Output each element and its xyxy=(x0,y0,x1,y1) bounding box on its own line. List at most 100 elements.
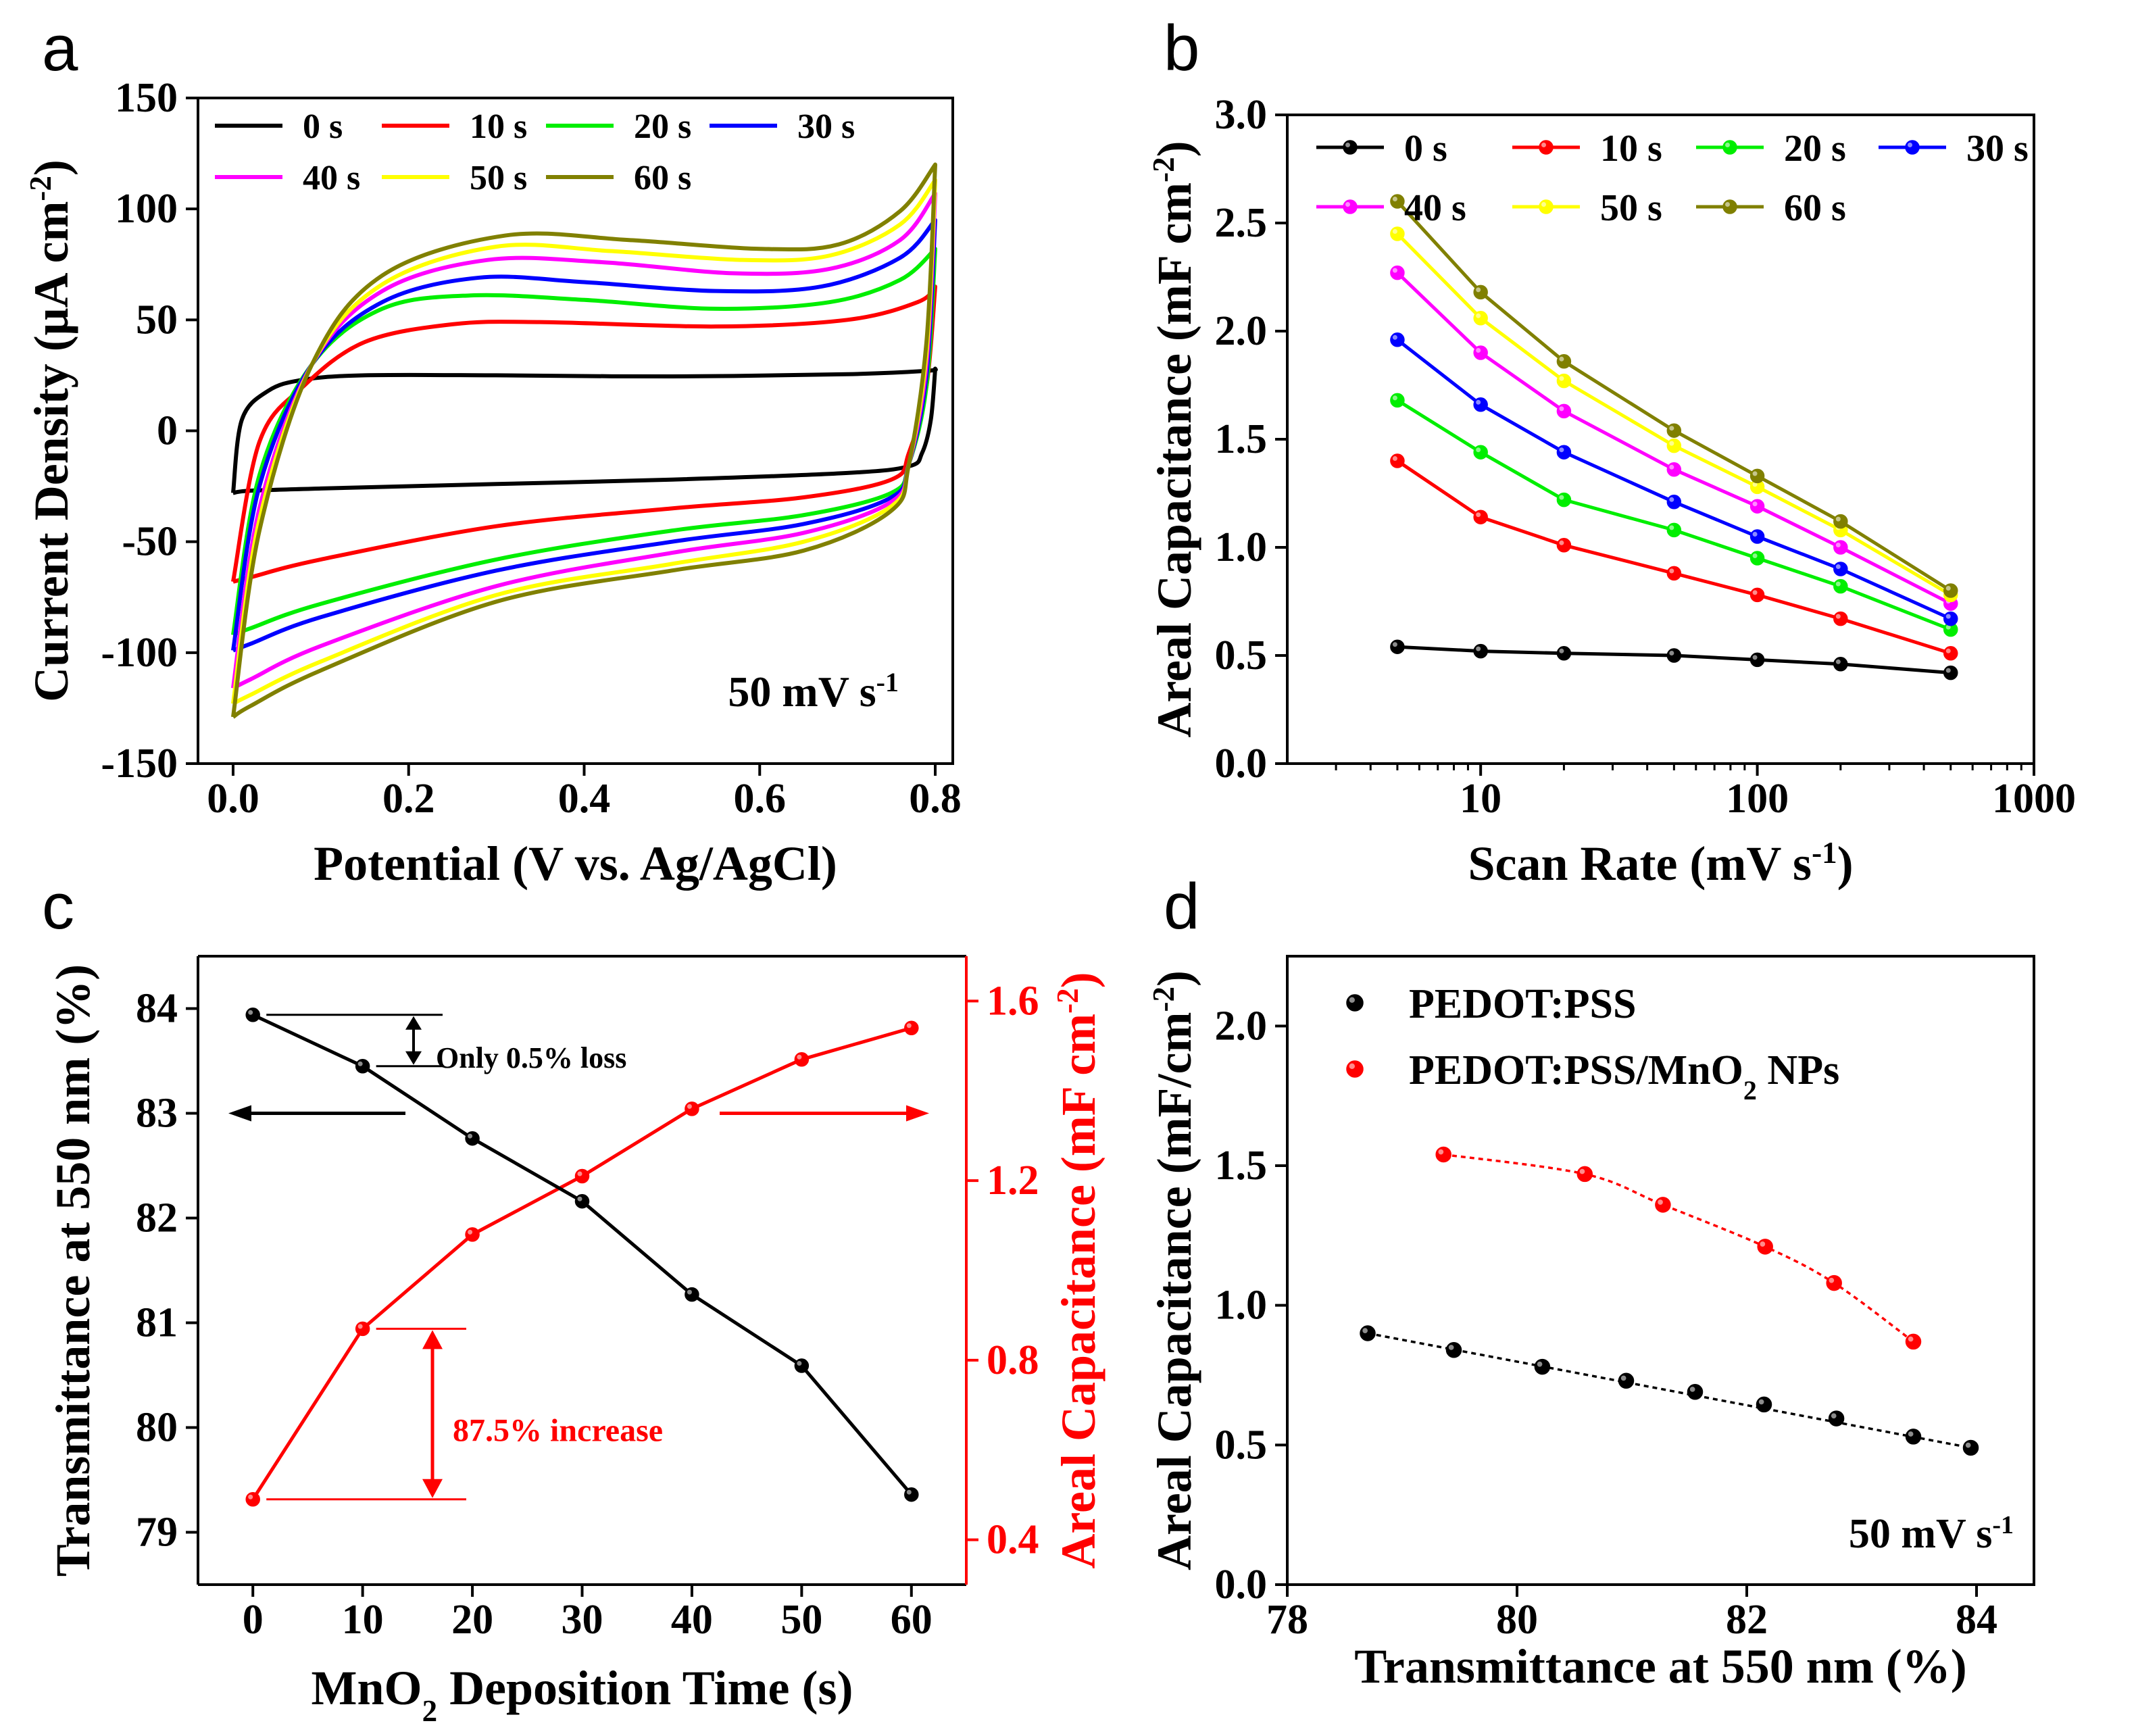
chart-b-point-0-6 xyxy=(1943,665,1958,680)
chart-d-point-1-5-highlight xyxy=(1908,1336,1914,1342)
chart-c-increase-arrow-up xyxy=(422,1330,443,1349)
chart-d-point-0-2 xyxy=(1534,1358,1551,1375)
chart-b-point-6-0 xyxy=(1390,194,1405,209)
chart-d-point-0-3 xyxy=(1618,1372,1635,1389)
chart-c-capacitance-point-1-highlight xyxy=(357,1324,363,1329)
chart-c-xtick-label: 30 xyxy=(562,1597,603,1643)
chart-b-legend-marker-0-highlight xyxy=(1345,143,1350,147)
chart-b-point-4-4 xyxy=(1749,499,1765,514)
chart-d-legend-label-1: PEDOT:PSS/MnO2 NPs xyxy=(1409,1047,1839,1106)
chart-d-point-0-2-highlight xyxy=(1537,1361,1543,1367)
chart-b-point-2-0-highlight xyxy=(1392,395,1397,401)
chart-b-legend-marker-5 xyxy=(1539,199,1554,214)
chart-a-ytick-label: 0 xyxy=(157,408,178,454)
chart-a-legend-label-3: 30 s xyxy=(797,107,855,146)
chart-c-transmittance-point-6-highlight xyxy=(906,1489,912,1495)
chart-d-point-0-8 xyxy=(1962,1439,1979,1456)
chart-b-ytick-label: 1.0 xyxy=(1215,524,1268,570)
chart-b-point-0-1 xyxy=(1473,643,1488,659)
chart-b-point-1-1-highlight xyxy=(1476,512,1481,518)
chart-d-point-0-4 xyxy=(1687,1384,1704,1400)
chart-c-ytick-label: 84 xyxy=(136,986,178,1032)
chart-b-legend-marker-2 xyxy=(1722,140,1737,155)
chart-b-legend-marker-6 xyxy=(1722,199,1737,214)
chart-c-transmittance-point-2-highlight xyxy=(468,1133,473,1139)
chart-b-point-0-3-highlight xyxy=(1669,651,1674,655)
chart-b-point-0-5 xyxy=(1833,657,1848,672)
chart-c-transmittance-point-3-highlight xyxy=(577,1196,582,1201)
chart-a-cv-curve-5 xyxy=(230,178,938,706)
chart-c-capacitance-point-2-highlight xyxy=(468,1229,473,1235)
chart-d-ylabel: Areal Capacitance (mF/cm-2) xyxy=(1147,970,1201,1570)
chart-b-point-6-5 xyxy=(1833,514,1848,529)
chart-c-xtick-label: 20 xyxy=(451,1597,493,1643)
chart-d-frame xyxy=(1286,955,2035,1586)
chart-c-left-arrow-head xyxy=(228,1105,251,1122)
chart-b-point-6-4-highlight xyxy=(1752,471,1758,476)
chart-a-cv-curve-0 xyxy=(230,366,938,495)
chart-b-point-2-3-highlight xyxy=(1669,525,1674,530)
chart-c-capacitance-point-0-highlight xyxy=(248,1494,253,1499)
chart-b-legend-marker-3-highlight xyxy=(1908,143,1912,147)
chart-d-point-0-6-highlight xyxy=(1831,1413,1837,1419)
chart-b-point-4-1-highlight xyxy=(1476,348,1481,353)
chart-b-point-4-2 xyxy=(1556,403,1572,419)
chart-a-cv-curve-6 xyxy=(230,162,938,719)
chart-a-ytick-label: 150 xyxy=(115,75,178,121)
chart-b-point-4-4-highlight xyxy=(1752,501,1758,507)
chart-c-capacitance-point-0 xyxy=(245,1492,260,1507)
chart-b-point-5-1-highlight xyxy=(1476,313,1481,318)
chart-b-point-4-3 xyxy=(1666,462,1682,477)
chart-b-legend-label-3: 30 s xyxy=(1966,128,2029,170)
chart-b-legend-marker-6-highlight xyxy=(1725,202,1730,207)
chart-b-point-0-4-highlight xyxy=(1752,655,1758,660)
chart-b-point-2-1 xyxy=(1473,445,1488,460)
chart-c-right-ytick-label: 0.4 xyxy=(987,1517,1039,1563)
chart-b-point-3-1-highlight xyxy=(1476,399,1481,405)
chart-b-point-2-4-highlight xyxy=(1752,553,1758,558)
chart-b-ytick-label: 0.0 xyxy=(1215,741,1268,787)
chart-b-point-0-1-highlight xyxy=(1476,646,1481,651)
chart-c-xtick-label: 40 xyxy=(671,1597,713,1643)
chart-d-point-0-7 xyxy=(1905,1429,1922,1445)
chart-b-legend-marker-0 xyxy=(1343,140,1358,155)
chart-d-annotation: 50 mV s-1 xyxy=(1849,1511,2014,1557)
chart-c-loss-label: Only 0.5% loss xyxy=(436,1041,626,1074)
chart-b-point-6-6 xyxy=(1943,583,1958,598)
chart-c-capacitance-point-1 xyxy=(355,1321,370,1337)
chart-b-point-5-0-highlight xyxy=(1392,229,1397,234)
chart-b-point-1-3 xyxy=(1666,566,1682,581)
chart-b-point-5-3-highlight xyxy=(1669,441,1674,446)
chart-c-capacitance-point-3 xyxy=(574,1168,590,1184)
chart-b-point-2-5-highlight xyxy=(1835,581,1841,587)
chart-b-point-6-6-highlight xyxy=(1945,586,1951,591)
chart-d-point-0-4-highlight xyxy=(1689,1387,1695,1392)
chart-a-legend-label-1: 10 s xyxy=(470,107,527,146)
chart-b-point-1-6-highlight xyxy=(1945,648,1951,653)
chart-b-point-5-1 xyxy=(1473,311,1488,326)
chart-b-point-1-5-highlight xyxy=(1835,614,1841,619)
chart-c-ytick-label: 80 xyxy=(136,1405,178,1451)
chart-a-legend-label-2: 20 s xyxy=(634,107,691,146)
chart-b-point-3-5 xyxy=(1833,562,1848,576)
chart-d-ytick-label: 1.5 xyxy=(1215,1143,1268,1189)
chart-c-increase-label: 87.5% increase xyxy=(453,1413,663,1449)
chart-d-legend-marker-1 xyxy=(1346,1060,1364,1078)
chart-b-ytick-label: 2.0 xyxy=(1215,308,1268,354)
chart-b-point-5-3 xyxy=(1666,438,1682,453)
chart-d-ytick-label: 2.0 xyxy=(1215,1003,1268,1049)
chart-c-xtick-label: 0 xyxy=(243,1597,264,1643)
chart-b-point-0-3 xyxy=(1666,648,1682,663)
chart-a-xtick-label: 0.0 xyxy=(207,776,259,822)
chart-b-point-3-2-highlight xyxy=(1559,447,1564,453)
chart-b-point-1-1 xyxy=(1473,510,1488,524)
chart-b-point-5-2-highlight xyxy=(1559,376,1564,381)
chart-c-loss-arrow-down xyxy=(405,1051,422,1065)
chart-b-ytick-label: 1.5 xyxy=(1215,416,1268,462)
chart-b-point-5-4-highlight xyxy=(1752,482,1758,487)
chart-c-capacitance-point-5-highlight xyxy=(797,1054,802,1060)
chart-b-legend-marker-3 xyxy=(1905,140,1920,155)
chart-d-point-0-3-highlight xyxy=(1620,1375,1626,1381)
chart-d-point-1-0-highlight xyxy=(1438,1149,1444,1155)
